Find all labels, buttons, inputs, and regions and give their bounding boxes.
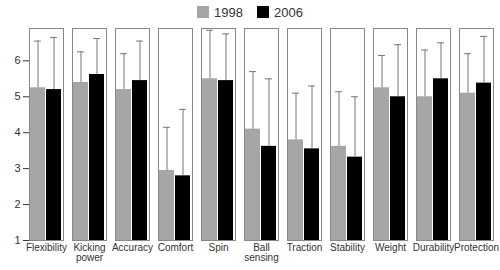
svg-text:1: 1 (14, 234, 20, 246)
svg-text:Accuracy: Accuracy (112, 242, 153, 253)
svg-text:Weight: Weight (375, 242, 406, 253)
svg-text:Spin: Spin (208, 242, 228, 253)
svg-text:4: 4 (14, 126, 20, 138)
svg-text:6: 6 (14, 54, 20, 66)
svg-text:2: 2 (14, 198, 20, 210)
svg-text:Stability: Stability (330, 242, 365, 253)
svg-text:Flexibility: Flexibility (26, 242, 67, 253)
svg-text:Durability: Durability (413, 242, 455, 253)
svg-text:3: 3 (14, 162, 20, 174)
svg-text:Ballsensing: Ballsensing (244, 242, 278, 263)
html-text:2006: 2006 (274, 4, 303, 20)
svg-text:Kickingpower: Kickingpower (73, 242, 105, 263)
svg-text:Comfort: Comfort (158, 242, 194, 253)
svg-text:Traction: Traction (287, 242, 323, 253)
svg-text:5: 5 (14, 90, 20, 102)
html-text:1998: 1998 (214, 4, 243, 20)
svg-text:Protection: Protection (454, 242, 499, 253)
